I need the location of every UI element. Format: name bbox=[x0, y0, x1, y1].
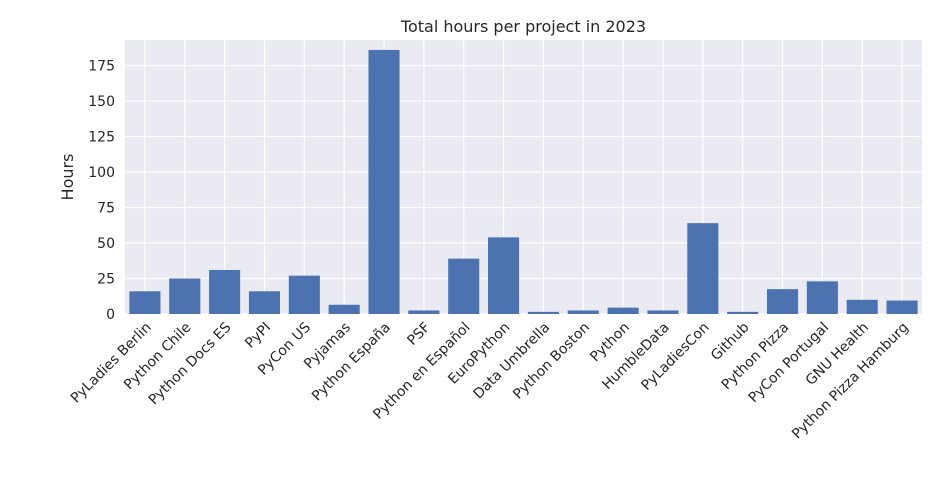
y-axis-ticks: 0 25 50 75 100 125 150 175 bbox=[88, 59, 115, 323]
y-tick-label: 175 bbox=[88, 59, 115, 75]
bar bbox=[687, 223, 719, 314]
plot-area bbox=[125, 40, 922, 314]
y-tick-label: 150 bbox=[88, 94, 115, 110]
bar bbox=[248, 291, 281, 314]
bar bbox=[846, 299, 878, 314]
bars bbox=[129, 49, 918, 314]
y-tick-label: 25 bbox=[97, 272, 115, 288]
chart-title: Total hours per project in 2023 bbox=[400, 17, 646, 36]
y-axis-label: Hours bbox=[58, 154, 77, 201]
y-tick-label: 75 bbox=[97, 201, 115, 217]
bar bbox=[129, 291, 161, 314]
bar bbox=[169, 278, 201, 314]
y-tick-label: 50 bbox=[97, 236, 115, 252]
bar bbox=[527, 311, 559, 314]
x-tick-label: PyPI bbox=[242, 320, 274, 352]
bar bbox=[647, 310, 679, 314]
bar bbox=[607, 307, 639, 314]
bar bbox=[488, 237, 520, 314]
bar bbox=[408, 310, 440, 314]
bar bbox=[448, 258, 480, 314]
bar bbox=[766, 289, 799, 314]
bar bbox=[368, 49, 400, 314]
bar bbox=[886, 300, 918, 314]
bar bbox=[209, 269, 241, 314]
bar bbox=[727, 311, 759, 314]
y-tick-label: 125 bbox=[88, 130, 115, 146]
y-tick-label: 0 bbox=[106, 307, 115, 323]
y-tick-label: 100 bbox=[88, 165, 115, 181]
bar bbox=[328, 304, 360, 314]
bar bbox=[567, 310, 599, 314]
bar bbox=[288, 275, 320, 314]
bar bbox=[806, 281, 838, 314]
x-tick-label: PSF bbox=[404, 320, 433, 349]
